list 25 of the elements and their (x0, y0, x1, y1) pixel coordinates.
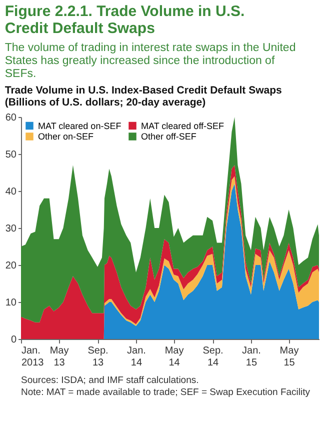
x-tick-label: Jan. 15 (242, 346, 261, 368)
y-tick-label: 50 (5, 150, 17, 160)
chart-subtitle: The volume of trading in interest rate swaps in the United States has greatly increased since the introduction of SEFs. (4, 42, 296, 80)
y-tick-label: 30 (5, 224, 17, 234)
text: Note: MAT = made available to trade; SEF = Swap Execution Facility (21, 387, 310, 398)
text: Trade Volume in U.S. Index-Based Credit Default Swaps (4, 84, 282, 96)
chart-title: Figure 2.2.1. Trade Volume in U.S. Credit Default Swaps (4, 3, 245, 37)
x-tick-label: May 13 (50, 346, 69, 368)
legend-label: MAT cleared off-SEF (141, 120, 225, 131)
x-tick-label: May 15 (280, 346, 299, 368)
y-axis-title: (Billions of U.S. dollars; 20-day average) (4, 96, 206, 108)
x-tick-label: May 14 (164, 346, 184, 368)
y-tick-label: 20 (5, 260, 17, 272)
x-tick-label: Sep. 13 (88, 346, 108, 368)
legend-label: Other on-SEF (38, 132, 94, 142)
y-tick-label: 60 (5, 112, 17, 124)
x-tick-label: Jan. 2013 (22, 346, 44, 368)
source-note: Sources: ISDA; and IMF staff calculations. (21, 375, 199, 386)
y-tick-label: 10 (5, 298, 17, 308)
x-tick-label: Jan. 14 (127, 346, 146, 368)
y-tick-label: 40 (5, 186, 17, 198)
legend-label: Other off-SEF (141, 132, 197, 142)
legend-label: MAT cleared on-SEF (38, 120, 122, 131)
y-tick-label: 0 (10, 334, 17, 346)
x-tick-label: Sep. 14 (202, 346, 224, 368)
